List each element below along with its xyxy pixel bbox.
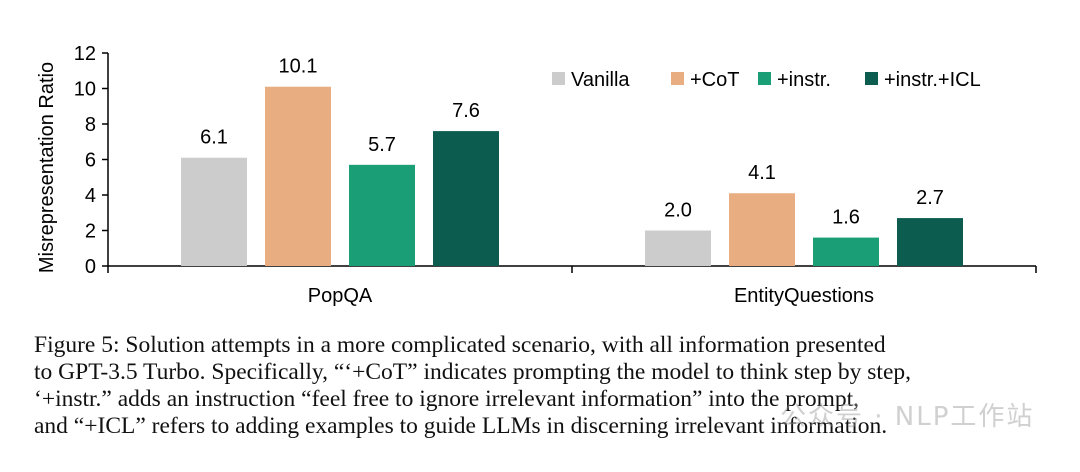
legend-label: +instr.+ICL (884, 69, 981, 91)
caption-line: Figure 5: Solution attempts in a more co… (34, 332, 886, 358)
legend-swatch (758, 72, 771, 85)
caption-line: ‘+instr.” adds an instruction “feel free… (34, 386, 860, 412)
y-tick-label: 12 (74, 43, 96, 65)
bar-value-label: 1.6 (832, 207, 860, 229)
bar-EntityQuestions-Vanilla (645, 230, 711, 266)
bar-value-label: 5.7 (368, 134, 396, 156)
y-axis-label: Misrepresentation Ratio (36, 62, 58, 273)
bar-value-label: 2.7 (916, 187, 944, 209)
bar-EntityQuestions-+CoT (729, 193, 795, 266)
bar-value-label: 10.1 (279, 56, 318, 78)
bar-PopQA-+CoT (265, 86, 331, 266)
legend-label: Vanilla (571, 69, 630, 91)
figure-caption: Figure 5: Solution attempts in a more co… (34, 332, 1044, 440)
bar-PopQA-+instr.+ICL (433, 131, 499, 266)
caption-line: to GPT-3.5 Turbo. Specifically, “‘+CoT” … (34, 359, 912, 385)
watermark: 公众号 · NLP工作站 (780, 402, 1035, 432)
legend-label: +instr. (777, 69, 831, 91)
x-tick-label: PopQA (308, 285, 373, 307)
legend-swatch (865, 72, 878, 85)
y-tick-label: 6 (85, 150, 96, 172)
y-tick-label: 0 (85, 256, 96, 278)
bar-EntityQuestions-+instr.+ICL (897, 218, 963, 266)
y-tick-label: 4 (85, 185, 96, 207)
bar-value-label: 7.6 (452, 100, 480, 122)
bar-value-label: 4.1 (748, 162, 776, 184)
legend-swatch (671, 72, 684, 85)
x-tick-label: EntityQuestions (734, 285, 874, 307)
bar-EntityQuestions-+instr. (813, 237, 879, 266)
bar-PopQA-Vanilla (181, 157, 247, 266)
bar-value-label: 2.0 (664, 200, 692, 222)
bar-value-label: 6.1 (200, 127, 228, 149)
legend-label: +CoT (690, 69, 739, 91)
y-tick-label: 2 (85, 221, 96, 243)
legend-swatch (552, 72, 565, 85)
caption-line: and “+ICL” refers to adding examples to … (34, 413, 888, 439)
bar-PopQA-+instr. (349, 164, 415, 266)
y-tick-label: 10 (74, 79, 96, 101)
bar-chart: 0 2 4 6 8 10 12 Misrepresentation Ratio 6.1 10.1 5… (36, 43, 1037, 307)
y-tick-label: 8 (85, 114, 96, 136)
